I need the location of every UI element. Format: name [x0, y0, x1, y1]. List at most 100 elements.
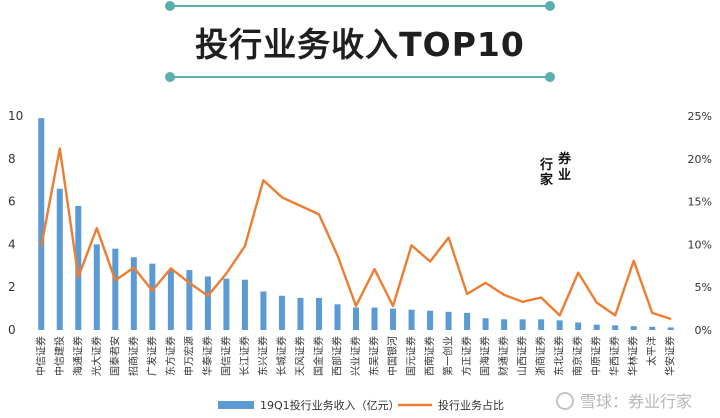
line-point [521, 300, 524, 303]
line-point [503, 294, 505, 296]
watermark: 雪球：券业行家 [556, 388, 692, 412]
y-right-tick-label: 15% [688, 196, 712, 209]
x-tick-label: 中原证券 [590, 336, 603, 376]
line-point [595, 301, 598, 304]
line-point [577, 271, 579, 274]
title-rule-top [170, 5, 550, 7]
bar-series [38, 118, 674, 330]
line-series [40, 147, 672, 321]
x-tick-label: 华林证券 [627, 336, 640, 376]
bar [56, 188, 63, 330]
line-point [429, 260, 431, 263]
bar [112, 248, 119, 330]
x-tick-label: 太平洋 [645, 336, 658, 366]
title-rule-dot-top-right [545, 1, 555, 11]
stamp-char: 家 [540, 173, 554, 188]
bar [464, 312, 471, 330]
bar [538, 319, 545, 330]
line-point [151, 289, 154, 292]
bar [593, 324, 600, 330]
x-tick-label: 东兴证券 [256, 336, 269, 376]
title-rule-dot-bottom-right [545, 72, 555, 82]
y-left-tick-label: 2 [8, 280, 16, 294]
bar [556, 320, 563, 330]
bar [353, 307, 359, 330]
y-left-tick-label: 0 [8, 323, 16, 337]
line-point [447, 236, 450, 239]
x-tick-label: 中信建投 [53, 336, 66, 376]
bar [260, 291, 267, 330]
x-axis-labels: 中信证券 中信建投 海通证券 光大证券 国泰君安 招商证券 广发证券 东方证券 申万宏源 华泰证券… [34, 336, 676, 376]
bar [408, 309, 415, 330]
bar [334, 304, 341, 330]
snowball-logo-icon [556, 392, 574, 410]
y-right-tick-label: 0% [695, 324, 712, 337]
x-tick-label: 方正证券 [460, 336, 473, 376]
line-point [669, 318, 672, 320]
bar [204, 276, 211, 330]
line-point [281, 196, 283, 199]
x-tick-label: 西部证券 [330, 336, 343, 376]
line-point [466, 293, 468, 295]
bar [575, 322, 582, 330]
bar [371, 307, 378, 330]
bar [93, 244, 100, 330]
x-tick-label: 广发证券 [145, 336, 158, 376]
y-left-tick-label: 6 [8, 195, 16, 209]
line-point [244, 245, 246, 247]
x-tick-label: 南京证券 [571, 336, 584, 376]
line-point [392, 305, 394, 307]
stamp-char: 行 [540, 158, 554, 173]
bar [186, 270, 193, 330]
line-point [318, 213, 320, 216]
bar [315, 297, 322, 330]
line-point [336, 254, 339, 257]
y-left-tick-label: 10 [8, 109, 23, 123]
bar [649, 326, 656, 330]
x-tick-label: 东吴证券 [368, 336, 381, 376]
line-point [651, 312, 654, 314]
line-point [632, 259, 635, 262]
bar [630, 326, 637, 330]
x-tick-label: 国信证券 [219, 336, 232, 376]
bar [130, 257, 137, 330]
x-tick-label: 长城证券 [275, 336, 288, 376]
legend-label-line: 投行业务占比 [438, 398, 504, 412]
y-left-tick-label: 4 [8, 237, 16, 251]
bar [519, 319, 526, 330]
line-point [299, 205, 302, 207]
line-point [225, 272, 228, 275]
line-point [170, 267, 172, 270]
x-tick-label: 兴业证券 [349, 336, 362, 376]
legend: 19Q1投行业务收入（亿元） 投行业务占比 [218, 398, 504, 412]
title-rule-dot-bottom-left [165, 72, 175, 82]
bar [278, 295, 285, 330]
x-tick-label: 中国银河 [386, 336, 399, 376]
bar [501, 319, 508, 330]
y-right-tick-label: 10% [688, 238, 712, 251]
bar [38, 118, 45, 330]
line-point [484, 282, 487, 284]
y-right-tick-label: 5% [695, 281, 712, 294]
bar [445, 311, 452, 330]
x-tick-label: 天风证券 [293, 336, 306, 376]
x-tick-label: 国金证券 [312, 336, 325, 376]
x-tick-label: 国海证券 [479, 336, 492, 376]
x-tick-label: 中信证券 [34, 336, 47, 376]
x-tick-label: 华泰证券 [201, 336, 214, 376]
title-banner: 投行业务收入TOP10 [0, 0, 720, 90]
line-point [614, 314, 616, 317]
bar [241, 279, 248, 330]
x-tick-label: 华安证券 [664, 336, 677, 376]
x-tick-label: 财通证券 [497, 336, 510, 376]
bar [223, 278, 230, 330]
legend-swatch-bar [218, 401, 254, 409]
bar [482, 318, 489, 330]
x-tick-label: 长江证券 [238, 336, 251, 376]
x-tick-label: 东北证券 [553, 336, 566, 376]
left-axis: 0 2 4 6 8 10 [8, 109, 23, 337]
x-tick-label: 浙商证券 [534, 336, 547, 376]
bar [167, 270, 174, 330]
line-point [40, 245, 43, 247]
